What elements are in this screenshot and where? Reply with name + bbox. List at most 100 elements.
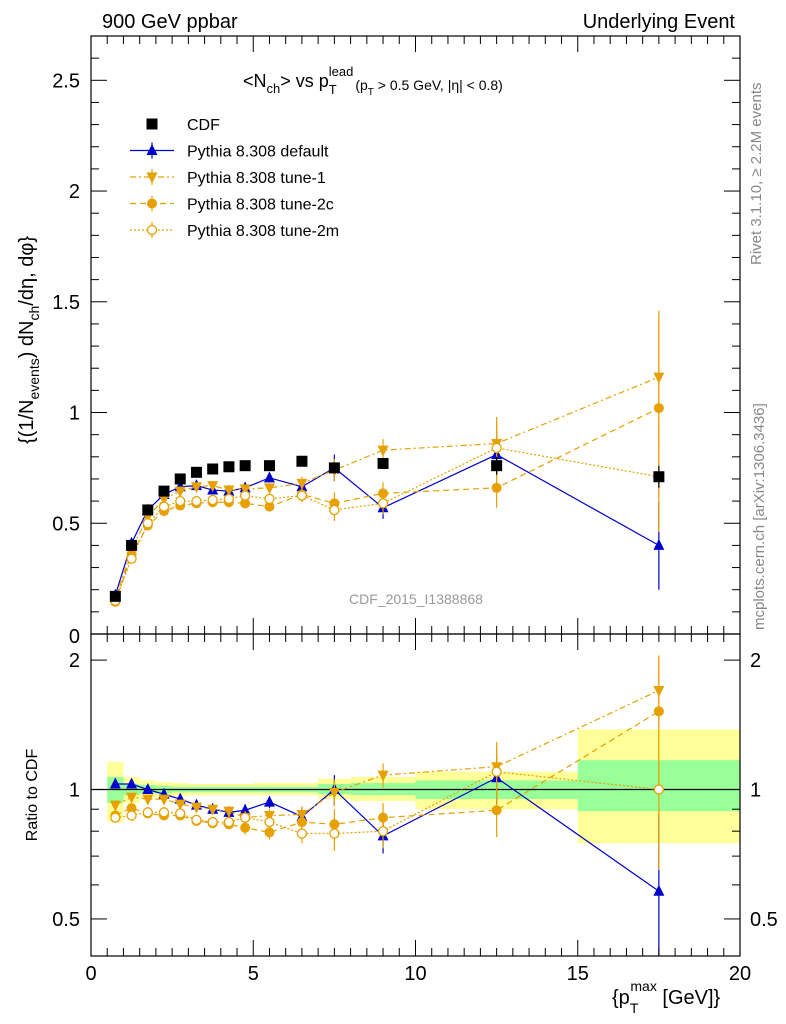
- main-point: [296, 478, 308, 490]
- ratio-point: [264, 816, 275, 828]
- rivet-label: Rivet 3.1.10, ≥ 2.2M events: [748, 83, 765, 266]
- ratio-y-tick-label-right: 0.5: [750, 909, 778, 931]
- main-point: [175, 495, 186, 507]
- ratio-panel: 0 5 10 15 20 0.5 0.5 1 1 2 2 Ratio to CDF {pTmax […: [24, 633, 778, 1016]
- ratio-point: [126, 803, 137, 814]
- legend-entry: Pythia 8.308 tune-1: [130, 169, 326, 187]
- main-point: [491, 460, 503, 472]
- main-point: [491, 442, 502, 454]
- main-y-label: {(1/Nevents) dNch/dη, dφ}: [16, 236, 42, 444]
- legend-marker: [146, 224, 158, 236]
- legend-label: Pythia 8.308 default: [187, 144, 329, 161]
- main-point: [223, 493, 235, 505]
- legend-marker: [146, 144, 158, 155]
- main-y-tick-label: 2: [69, 181, 80, 203]
- ratio-y-label: Ratio to CDF: [24, 749, 41, 842]
- ratio-point: [377, 826, 389, 837]
- ratio-point: [191, 814, 202, 826]
- main-point: [263, 483, 275, 495]
- ratio-line: [115, 710, 660, 833]
- main-point: [191, 495, 202, 507]
- ratio-point: [158, 794, 170, 806]
- main-point: [377, 445, 389, 457]
- main-point: [264, 493, 275, 505]
- main-y-tick-label: 1.5: [52, 292, 80, 314]
- main-point: [263, 460, 275, 472]
- main-y-tick-label: 2.5: [52, 70, 80, 92]
- main-point: [142, 504, 154, 516]
- ratio-point: [491, 805, 502, 816]
- ratio-y-tick-label: 2: [69, 650, 80, 672]
- ratio-point: [264, 827, 275, 838]
- main-point: [158, 501, 170, 512]
- ratio-point: [110, 812, 121, 823]
- main-data-layer: [109, 310, 665, 607]
- ratio-point: [190, 802, 202, 814]
- main-y-tick-label: 0.5: [52, 513, 80, 535]
- mcplots-label: mcplots.cern.ch [arXiv:1306.3436]: [751, 403, 768, 630]
- x-tick-label: 0: [85, 963, 96, 985]
- main-point: [207, 463, 219, 475]
- legend-label: CDF: [187, 117, 220, 134]
- ratio-point: [653, 784, 665, 795]
- legend-marker: [146, 118, 158, 130]
- main-point: [329, 504, 340, 516]
- ratio-point: [223, 806, 235, 818]
- ratio-point: [126, 810, 137, 821]
- main-point: [296, 490, 308, 501]
- main-point: [190, 482, 202, 494]
- ratio-point: [296, 817, 307, 828]
- main-point: [239, 460, 251, 472]
- x-axis-label: {pTmax [GeV]}: [612, 978, 721, 1016]
- legend-entry: Pythia 8.308 tune-2m: [130, 222, 339, 240]
- main-point: [223, 485, 235, 497]
- ratio-point: [239, 812, 251, 823]
- main-y-zero-label: 0: [69, 626, 80, 648]
- ratio-point: [239, 803, 251, 815]
- main-y-tick-label: 1: [69, 403, 80, 425]
- main-point: [239, 490, 251, 501]
- legend-marker: [147, 198, 157, 209]
- ratio-point: [491, 766, 502, 777]
- ratio-point: [328, 787, 340, 799]
- main-point: [239, 484, 251, 496]
- ratio-point: [126, 777, 138, 789]
- main-point: [126, 553, 137, 564]
- ratio-point: [126, 792, 138, 804]
- x-tick-label: 15: [567, 963, 589, 985]
- main-point: [142, 518, 153, 529]
- ratio-point: [377, 770, 389, 782]
- legend-label: Pythia 8.308 tune-2m: [187, 223, 339, 240]
- main-point: [653, 403, 664, 414]
- main-point: [207, 481, 219, 493]
- main-point: [263, 471, 275, 483]
- ratio-point: [142, 807, 153, 818]
- legend-label: Pythia 8.308 tune-1: [187, 170, 326, 187]
- header-left: 900 GeV ppbar: [102, 11, 238, 33]
- ratio-point: [158, 807, 170, 818]
- ratio-point: [207, 804, 219, 816]
- ratio-data-layer: [91, 655, 740, 956]
- ratio-point: [109, 777, 121, 789]
- main-line: [114, 376, 660, 600]
- ratio-point: [329, 828, 340, 839]
- ratio-y-tick-label-right: 1: [750, 780, 761, 802]
- main-point: [158, 485, 170, 497]
- main-point: [377, 457, 389, 469]
- main-point: [653, 471, 665, 483]
- legend-entry: CDF: [146, 117, 220, 134]
- ratio-point: [223, 816, 235, 828]
- x-tick-label: 10: [404, 963, 426, 985]
- ratio-point: [142, 783, 154, 795]
- ratio-point: [296, 828, 308, 839]
- main-series-cdf: [109, 455, 665, 602]
- main-point: [126, 539, 138, 551]
- ratio-y-tick-label-right: 2: [750, 650, 761, 672]
- main-point: [207, 494, 218, 506]
- legend-entry: Pythia 8.308 tune-2c: [130, 195, 334, 214]
- ratio-series-pythia-8-308-tune-2m: [110, 733, 665, 870]
- main-point: [174, 473, 186, 485]
- main-point: [109, 590, 121, 602]
- main-point: [174, 486, 186, 498]
